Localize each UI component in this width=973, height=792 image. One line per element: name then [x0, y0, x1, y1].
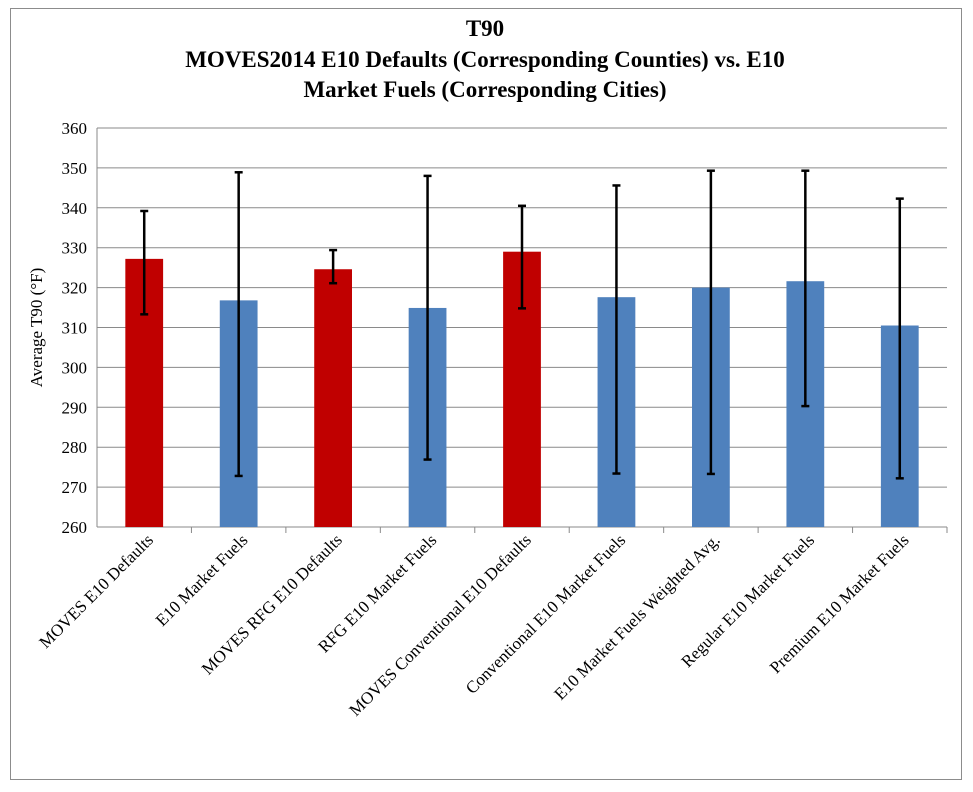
y-tick-label-360: 360 — [62, 119, 88, 138]
y-tick-label-320: 320 — [62, 279, 88, 298]
x-category-label-1: MOVES E10 Defaults — [35, 530, 157, 652]
x-category-label-7: E10 Market Fuels Weighted Avg. — [550, 530, 723, 703]
chart-title-line-2: MOVES2014 E10 Defaults (Corresponding Co… — [185, 47, 785, 72]
chart-title-line-3: Market Fuels (Corresponding Cities) — [303, 77, 666, 102]
x-category-label-6: Conventional E10 Market Fuels — [462, 530, 629, 697]
y-tick-label-340: 340 — [62, 199, 88, 218]
x-category-label-5: MOVES Conventional E10 Defaults — [345, 530, 534, 719]
y-tick-label-310: 310 — [62, 319, 88, 338]
y-tick-label-330: 330 — [62, 239, 88, 258]
y-tick-label-280: 280 — [62, 438, 88, 457]
y-tick-label-270: 270 — [62, 478, 88, 497]
y-tick-label-290: 290 — [62, 398, 88, 417]
y-tick-label-260: 260 — [62, 518, 88, 537]
chart-title-line-1: T90 — [466, 16, 504, 41]
y-tick-label-350: 350 — [62, 159, 88, 178]
bar-3 — [314, 269, 352, 527]
x-category-label-2: E10 Market Fuels — [152, 530, 252, 630]
y-tick-label-300: 300 — [62, 358, 88, 377]
y-axis-title: Average T90 (°F) — [27, 268, 46, 387]
